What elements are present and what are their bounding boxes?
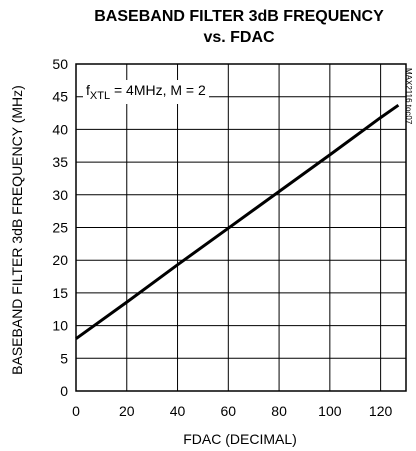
y-tick-label: 10 — [52, 318, 68, 334]
y-tick-label: 5 — [60, 350, 68, 366]
x-axis-label: FDAC (DECIMAL) — [183, 431, 297, 447]
y-tick-label: 25 — [52, 220, 68, 236]
x-tick-label: 20 — [119, 403, 135, 419]
x-tick-label: 0 — [72, 403, 80, 419]
series-line — [75, 103, 400, 340]
y-tick-label: 50 — [52, 56, 68, 72]
x-tick-label: 60 — [221, 403, 237, 419]
x-tick-label: 120 — [369, 403, 393, 419]
x-tick-label: 100 — [318, 403, 342, 419]
annotation-subscript: XTL — [90, 90, 110, 102]
figure-id: MAX2116 toc07 — [404, 68, 413, 125]
y-tick-labels: 0 5 10 15 20 25 30 35 40 45 50 — [52, 56, 68, 399]
y-axis-label: BASEBAND FILTER 3dB FREQUENCY (MHz) — [9, 85, 25, 375]
chart-title-line2: vs. FDAC — [203, 29, 275, 46]
y-tick-label: 15 — [52, 285, 68, 301]
x-tick-label: 40 — [170, 403, 186, 419]
annotation-background — [83, 80, 209, 104]
y-tick-label: 35 — [52, 154, 68, 170]
condition-annotation: fXTL = 4MHz, M = 2 — [86, 82, 206, 102]
y-tick-label: 45 — [52, 89, 68, 105]
plot-frame — [75, 63, 407, 392]
grid — [76, 64, 406, 391]
series-group — [75, 103, 400, 340]
x-tick-label: 80 — [271, 403, 287, 419]
y-tick-label: 30 — [52, 187, 68, 203]
y-tick-label: 0 — [60, 383, 68, 399]
chart-title-line1: BASEBAND FILTER 3dB FREQUENCY — [94, 8, 384, 25]
annotation-f: f — [86, 82, 90, 98]
annotation-rest: = 4MHz, M = 2 — [110, 82, 206, 98]
x-tick-labels: 0 20 40 60 80 100 120 — [72, 403, 392, 419]
y-tick-label: 20 — [52, 252, 68, 268]
y-tick-label: 40 — [52, 121, 68, 137]
